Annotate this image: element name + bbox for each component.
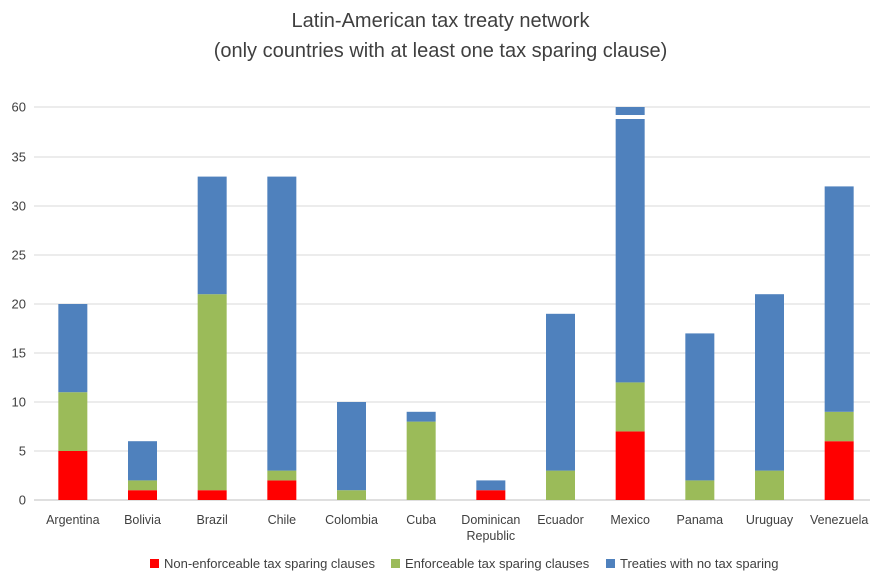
y-tick-label: 0: [19, 493, 26, 508]
y-tick-label: 60: [12, 100, 26, 115]
legend-label: Treaties with no tax sparing: [620, 556, 779, 571]
legend-swatch: [150, 559, 159, 568]
x-tick-label: Ecuador: [537, 513, 584, 527]
x-tick-label: Brazil: [197, 513, 228, 527]
legend-item: Enforceable tax sparing clauses: [391, 556, 589, 571]
bar-segment: [615, 431, 645, 500]
bar-segment: [58, 392, 88, 451]
bar-segment: [128, 490, 157, 500]
x-tick-label: Mexico: [610, 513, 650, 527]
bar-segment: [406, 421, 436, 500]
y-tick-label: 15: [12, 346, 26, 361]
legend-item: Non-enforceable tax sparing clauses: [150, 556, 375, 571]
x-tick-label: Dominican: [461, 513, 520, 527]
bar-segment: [337, 490, 366, 500]
y-tick-label: 5: [19, 444, 26, 459]
bar-segment: [58, 451, 88, 500]
bar-segment: [685, 480, 715, 500]
bar-segment: [546, 470, 575, 500]
x-tick-label: Uruguay: [746, 513, 794, 527]
bar-segment: [197, 294, 227, 491]
bar-segment: [267, 176, 297, 471]
bar-segment: [755, 470, 784, 500]
x-tick-label: Venezuela: [810, 513, 868, 527]
legend-item: Treaties with no tax sparing: [606, 556, 778, 571]
bar-segment: [476, 480, 506, 491]
chart-subtitle: (only countries with at least one tax sp…: [213, 40, 668, 62]
axis-break-marker: [614, 115, 646, 119]
bar-segment: [128, 441, 157, 481]
bar-segment: [128, 480, 157, 491]
chart-legend: Non-enforceable tax sparing clauses Enfor…: [0, 556, 881, 576]
bar-segment: [755, 294, 784, 471]
bar-segment: [824, 186, 854, 412]
legend-label: Enforceable tax sparing clauses: [405, 556, 590, 571]
bar-segment: [267, 480, 297, 500]
bar-segment: [58, 304, 88, 393]
bar-segment: [337, 402, 366, 491]
bar-segment: [476, 490, 506, 500]
chart-title: Latin-American tax treaty network: [291, 10, 590, 32]
bar-segment: [197, 490, 227, 500]
bar-segment: [197, 176, 227, 295]
bar-segment: [824, 411, 854, 442]
x-tick-label: Cuba: [406, 513, 436, 527]
legend-swatch: [606, 559, 615, 568]
x-tick-label: Colombia: [325, 513, 378, 527]
y-tick-label: 35: [12, 150, 26, 165]
chart-title-block: Latin-American tax treaty network (only …: [0, 6, 881, 66]
y-tick-label: 20: [12, 297, 26, 312]
x-tick-label: Argentina: [46, 513, 100, 527]
x-tick-label: Republic: [467, 529, 516, 543]
x-tick-label: Chile: [268, 513, 297, 527]
legend-label: Non-enforceable tax sparing clauses: [164, 556, 376, 571]
y-tick-label: 10: [12, 395, 26, 410]
y-tick-label: 25: [12, 248, 26, 263]
bar-segment: [824, 441, 854, 500]
x-tick-label: Bolivia: [124, 513, 161, 527]
legend-swatch: [391, 559, 400, 568]
y-tick-label: 30: [12, 199, 26, 214]
bar-segment: [685, 333, 715, 481]
bar-segment: [406, 411, 436, 422]
bar-segment: [546, 313, 575, 471]
bar-segment: [615, 107, 645, 383]
bar-segment: [267, 470, 297, 481]
bar-segment: [615, 382, 645, 432]
x-tick-label: Panama: [677, 513, 724, 527]
